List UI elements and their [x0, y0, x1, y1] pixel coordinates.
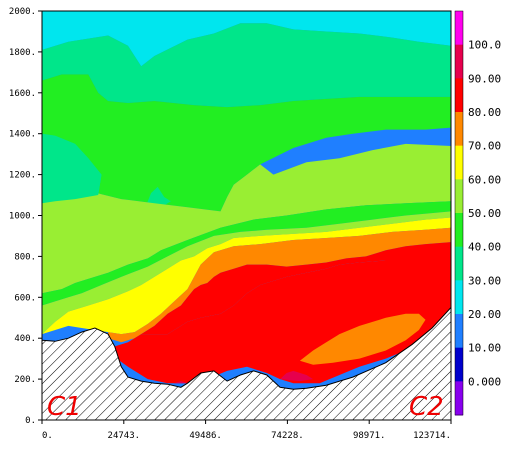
- colorbar-label: 80.00: [468, 106, 501, 119]
- colorbar-label: 60.00: [468, 173, 501, 186]
- colorbar-label: 100.0: [468, 39, 501, 52]
- colorbar-swatch: [455, 246, 463, 281]
- y-tick-label: 200.: [14, 375, 36, 385]
- colorbar-label: 30.00: [468, 274, 501, 287]
- colorbar-label: 0.000: [468, 375, 501, 388]
- contour-region-9: [42, 211, 451, 335]
- colorbar-swatch: [455, 381, 463, 416]
- y-tick-label: 800.: [14, 252, 36, 262]
- colorbar-swatch: [455, 44, 463, 79]
- colorbar-swatch: [455, 145, 463, 180]
- colorbar-swatch: [455, 11, 463, 46]
- contour-region-0: [42, 11, 451, 67]
- contour-region-7: [42, 133, 102, 204]
- colorbar-swatch: [455, 280, 463, 315]
- contour-region-10: [42, 217, 451, 335]
- colorbar-label: 90.00: [468, 72, 501, 85]
- colorbar-label: 40.00: [468, 241, 501, 254]
- contour-region-17: [174, 381, 188, 384]
- colorbar-label: 70.00: [468, 140, 501, 153]
- contour-region-3: [42, 74, 451, 212]
- colorbar-swatch: [455, 78, 463, 113]
- y-tick-label: 400.: [14, 334, 36, 344]
- contour-region-11: [108, 227, 451, 343]
- contour-region-8: [42, 201, 451, 306]
- y-tick-label: 0.: [25, 416, 36, 426]
- colorbar-swatch: [455, 179, 463, 214]
- colorbar-label: 50.00: [468, 207, 501, 220]
- x-axis: 0. 24743. 49486. 74228. 98971. 123714.: [41, 420, 452, 441]
- y-axis: 0. 200. 400. 600. 800. 1000. 1200. 1400. 1600. 18…: [9, 7, 42, 426]
- x-tick-label: 74228.: [271, 431, 304, 441]
- x-tick-label: 24743.: [108, 431, 141, 441]
- colorbar-frame: [454, 10, 464, 416]
- corner-label-c1: C1: [47, 392, 82, 422]
- colorbar-swatch: [455, 314, 463, 349]
- x-tick-label: 49486.: [189, 431, 222, 441]
- plot-area: [41, 10, 452, 421]
- contour-region-16: [280, 370, 314, 382]
- x-tick-label: 98971.: [353, 431, 386, 441]
- colorbar-label: 20.00: [468, 308, 501, 321]
- y-tick-label: 1200.: [9, 171, 36, 181]
- colorbar-swatch: [455, 112, 463, 147]
- contour-region-1: [372, 23, 390, 32]
- colorbar: 0.000 10.00 20.00 30.00 40.00 50.00 60.00 70.00…: [454, 10, 501, 416]
- contour-region-15: [299, 313, 426, 365]
- contour-regions: [42, 11, 451, 384]
- y-tick-label: 1800.: [9, 48, 36, 58]
- x-tick-label: 123714.: [413, 431, 451, 441]
- colorbar-label: 10.00: [468, 342, 501, 355]
- y-tick-label: 1600.: [9, 89, 36, 99]
- colorbar-swatch: [455, 213, 463, 248]
- terrain-hatch: [42, 306, 451, 420]
- x-tick-label: 0.: [42, 431, 53, 441]
- contour-region-6: [42, 143, 451, 294]
- y-tick-label: 1000.: [9, 212, 36, 222]
- y-tick-label: 600.: [14, 293, 36, 303]
- colorbar-swatch: [455, 347, 463, 382]
- contour-region-2: [42, 23, 451, 108]
- contour-region-12: [141, 242, 451, 335]
- corner-label-c2: C2: [409, 392, 444, 422]
- y-tick-label: 2000.: [9, 7, 36, 17]
- y-tick-label: 1400.: [9, 130, 36, 140]
